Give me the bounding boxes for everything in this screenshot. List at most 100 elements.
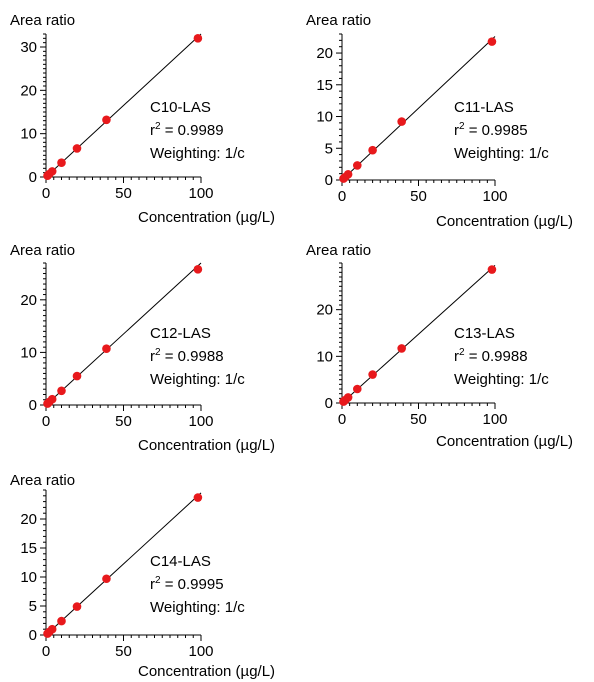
y-tick-label: 20 bbox=[20, 292, 37, 309]
regression-line bbox=[45, 33, 202, 178]
data-point bbox=[102, 115, 111, 125]
data-point bbox=[193, 493, 203, 502]
y-tick-label: 0 bbox=[29, 627, 37, 644]
data-point bbox=[57, 158, 66, 167]
chart-panel-4: Area ratio Concentration (µg/L) C13-LAS … bbox=[306, 242, 573, 450]
y-axis-label: Area ratio bbox=[10, 12, 75, 29]
r-squared-label: r2 = 0.9988 bbox=[150, 347, 224, 365]
regression-line bbox=[45, 492, 202, 636]
data-point bbox=[47, 394, 57, 404]
x-tick-label: 0 bbox=[42, 643, 50, 660]
data-point bbox=[353, 384, 362, 394]
weighting-label: Weighting: 1/c bbox=[150, 371, 245, 388]
y-tick-label: 20 bbox=[20, 511, 37, 528]
r-squared-label: r2 = 0.9989 bbox=[150, 121, 224, 139]
y-tick-label: 20 bbox=[20, 82, 37, 99]
y-tick-label: 10 bbox=[20, 344, 37, 361]
x-tick-label: 0 bbox=[42, 185, 50, 202]
y-tick-label: 10 bbox=[20, 569, 37, 586]
data-point bbox=[343, 169, 353, 179]
data-point bbox=[397, 117, 406, 126]
chart-panel-3: Area ratio Concentration (µg/L) C12-LAS … bbox=[10, 242, 275, 454]
y-tick-label: 5 bbox=[29, 598, 37, 615]
data-point bbox=[487, 37, 497, 46]
weighting-label: Weighting: 1/c bbox=[454, 145, 549, 162]
x-tick-label: 0 bbox=[338, 188, 346, 205]
data-point bbox=[353, 161, 362, 170]
data-point bbox=[47, 167, 57, 176]
x-axis-label: Concentration (µg/L) bbox=[138, 663, 275, 680]
x-tick-label: 50 bbox=[410, 188, 427, 205]
y-axis-label: Area ratio bbox=[306, 12, 371, 29]
x-tick-label: 100 bbox=[482, 411, 507, 428]
data-point bbox=[57, 616, 66, 626]
y-tick-label: 5 bbox=[325, 140, 333, 157]
plot-area: 0 10 20 30 0 50 100 bbox=[20, 33, 214, 202]
r-squared-label: r2 = 0.9985 bbox=[454, 121, 528, 139]
compound-label: C12-LAS bbox=[150, 325, 211, 342]
x-tick-label: 100 bbox=[188, 185, 213, 202]
x-tick-label: 0 bbox=[338, 411, 346, 428]
x-tick-label: 50 bbox=[115, 413, 132, 430]
y-tick-label: 10 bbox=[20, 126, 37, 143]
y-tick-label: 15 bbox=[316, 77, 333, 94]
data-point bbox=[102, 574, 111, 584]
compound-label: C11-LAS bbox=[454, 99, 514, 116]
y-tick-label: 0 bbox=[325, 395, 333, 412]
y-axis-label: Area ratio bbox=[10, 472, 75, 489]
y-tick-label: 30 bbox=[20, 39, 37, 56]
data-point bbox=[193, 265, 203, 274]
regression-line bbox=[341, 264, 496, 404]
data-point bbox=[72, 371, 82, 381]
data-point bbox=[47, 624, 57, 634]
y-axis-label: Area ratio bbox=[10, 242, 75, 259]
data-point bbox=[193, 34, 203, 43]
r-squared-label: r2 = 0.9988 bbox=[454, 347, 528, 365]
plot-area: 0 10 20 0 50 100 bbox=[20, 262, 214, 430]
plot-area: 0 5 10 15 20 0 50 100 bbox=[20, 489, 214, 660]
x-tick-label: 50 bbox=[115, 185, 132, 202]
x-tick-label: 50 bbox=[115, 643, 132, 660]
chart-panel-5: Area ratio Concentration (µg/L) C14-LAS … bbox=[10, 472, 275, 680]
data-point bbox=[368, 370, 377, 379]
weighting-label: Weighting: 1/c bbox=[454, 371, 549, 388]
data-point bbox=[72, 602, 82, 611]
data-point bbox=[343, 393, 353, 402]
data-point bbox=[72, 144, 82, 153]
plot-area: 0 10 20 0 50 100 bbox=[316, 262, 508, 428]
y-tick-label: 0 bbox=[29, 169, 37, 186]
compound-label: C10-LAS bbox=[150, 99, 211, 116]
y-axis-label: Area ratio bbox=[306, 242, 371, 259]
regression-line bbox=[45, 262, 202, 406]
weighting-label: Weighting: 1/c bbox=[150, 145, 245, 162]
x-tick-label: 50 bbox=[410, 411, 427, 428]
x-tick-label: 100 bbox=[188, 643, 213, 660]
compound-label: C13-LAS bbox=[454, 325, 515, 342]
y-tick-label: 10 bbox=[316, 348, 333, 365]
data-point bbox=[57, 386, 66, 396]
data-point bbox=[487, 265, 497, 274]
regression-line bbox=[341, 36, 496, 181]
x-axis-label: Concentration (µg/L) bbox=[138, 209, 275, 226]
y-tick-label: 0 bbox=[29, 397, 37, 414]
chart-panel-2: Area ratio Concentration (µg/L) C11-LAS … bbox=[306, 12, 573, 230]
data-point bbox=[397, 344, 406, 353]
y-tick-label: 0 bbox=[325, 172, 333, 189]
y-tick-label: 20 bbox=[316, 45, 333, 62]
x-tick-label: 100 bbox=[188, 413, 213, 430]
chart-panel-1: Area ratio Concentration (µg/L) C10-LAS … bbox=[10, 12, 275, 226]
x-tick-label: 0 bbox=[42, 413, 50, 430]
r-squared-label: r2 = 0.9995 bbox=[150, 575, 224, 593]
data-point bbox=[368, 145, 377, 155]
x-axis-label: Concentration (µg/L) bbox=[436, 433, 573, 450]
compound-label: C14-LAS bbox=[150, 553, 211, 570]
data-point bbox=[102, 344, 111, 354]
y-tick-label: 10 bbox=[316, 109, 333, 126]
y-tick-label: 15 bbox=[20, 540, 37, 557]
y-tick-label: 20 bbox=[316, 302, 333, 319]
weighting-label: Weighting: 1/c bbox=[150, 599, 245, 616]
x-axis-label: Concentration (µg/L) bbox=[436, 213, 573, 230]
x-tick-label: 100 bbox=[482, 188, 507, 205]
plot-area: 0 5 10 15 20 0 50 100 bbox=[316, 33, 508, 205]
x-axis-label: Concentration (µg/L) bbox=[138, 437, 275, 454]
